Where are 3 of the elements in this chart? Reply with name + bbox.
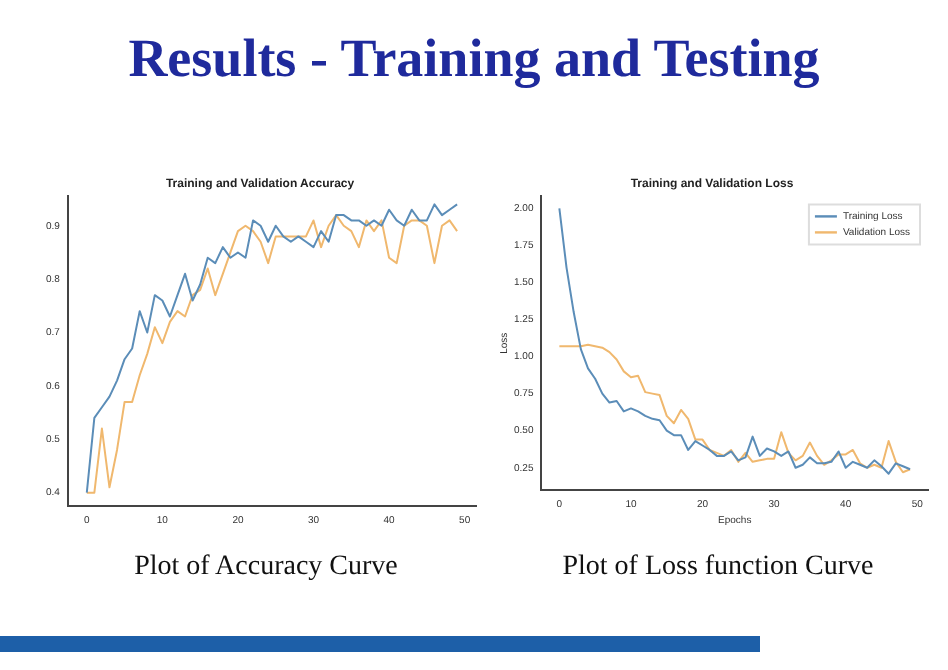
text: Plot of Loss function Curve: [560, 552, 876, 584]
text: Results - Training and Testing: [126, 28, 822, 90]
text: Plot of Accuracy Curve: [132, 552, 400, 584]
